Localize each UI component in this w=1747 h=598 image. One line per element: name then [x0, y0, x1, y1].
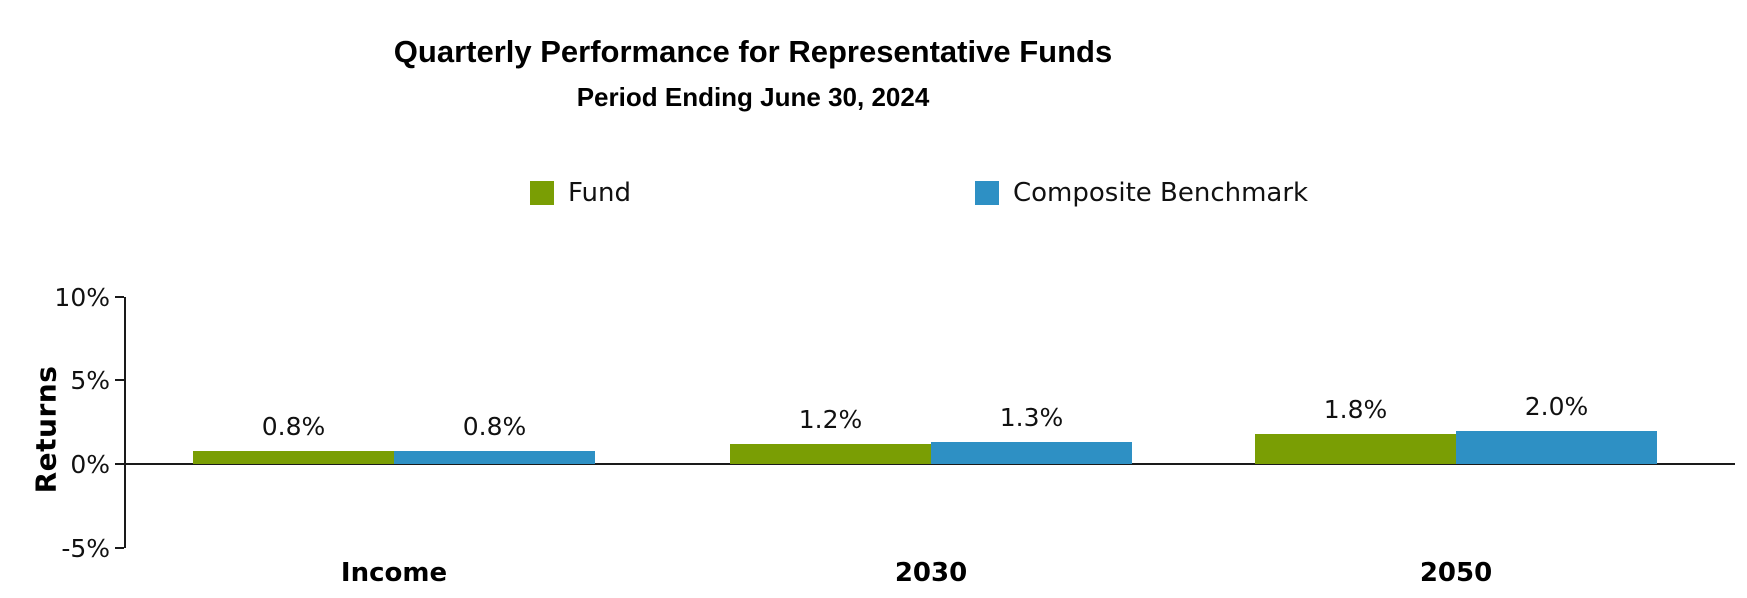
zero-baseline [124, 463, 1735, 465]
bar-fund-2030 [730, 444, 931, 464]
y-tick-label: 10% [54, 282, 110, 312]
bar-benchmark-2030 [931, 442, 1132, 464]
legend-label-fund: Fund [568, 178, 631, 208]
bar-fund-income [193, 451, 394, 464]
chart-subtitle: Period Ending June 30, 2024 [576, 82, 930, 112]
bar-value-label: 1.8% [1323, 395, 1388, 424]
bar-benchmark-2050 [1456, 431, 1657, 464]
bar-benchmark-income [394, 451, 595, 464]
bar-value-label: 2.0% [1524, 392, 1589, 421]
x-category-label-2050: 2050 [1419, 558, 1493, 588]
bar-value-label: 0.8% [261, 412, 326, 441]
x-category-label-2030: 2030 [894, 558, 968, 588]
x-category-label-income: Income [340, 558, 448, 588]
composite-benchmark-swatch-icon [975, 181, 999, 205]
fund-swatch-icon [530, 181, 554, 205]
y-tick-label: 0% [70, 450, 110, 479]
bar-value-label: 1.2% [798, 405, 863, 434]
legend-item-composite-benchmark: Composite Benchmark [975, 178, 1308, 208]
bar-value-label: 0.8% [462, 412, 527, 441]
y-tick-mark [115, 546, 124, 549]
y-tick-label: -5% [61, 533, 110, 563]
y-tick-label: 5% [70, 366, 110, 396]
chart-title: Quarterly Performance for Representative… [393, 34, 1113, 69]
bar-value-label: 1.3% [999, 403, 1064, 432]
y-tick-mark [115, 295, 124, 298]
y-axis-line [124, 297, 126, 548]
y-tick-mark [115, 379, 124, 382]
bar-fund-2050 [1255, 434, 1456, 464]
y-tick-mark [115, 463, 124, 465]
legend-label-composite-benchmark: Composite Benchmark [1013, 178, 1309, 208]
legend-item-fund: Fund [530, 178, 631, 208]
